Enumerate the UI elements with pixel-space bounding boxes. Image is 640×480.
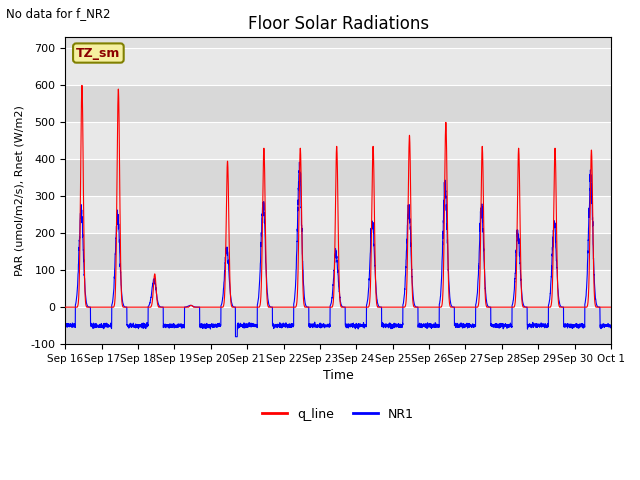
Bar xyxy=(65,307,611,344)
Bar xyxy=(65,196,611,233)
Text: No data for f_NR2: No data for f_NR2 xyxy=(6,7,111,20)
q_line xyxy=(159,304,167,310)
q_line xyxy=(318,304,326,310)
Line: NR1: NR1 xyxy=(65,162,611,337)
Bar xyxy=(65,270,611,307)
NR1 xyxy=(607,322,615,328)
NR1 xyxy=(607,325,614,331)
Bar xyxy=(65,159,611,196)
X-axis label: Time: Time xyxy=(323,370,353,383)
Legend: q_line, NR1: q_line, NR1 xyxy=(257,403,419,426)
Bar xyxy=(65,85,611,122)
Title: Floor Solar Radiations: Floor Solar Radiations xyxy=(248,15,429,33)
q_line xyxy=(607,304,615,310)
NR1 xyxy=(431,322,438,328)
Text: TZ_sm: TZ_sm xyxy=(76,47,120,60)
NR1 xyxy=(492,323,499,328)
q_line xyxy=(607,304,614,310)
NR1 xyxy=(318,322,326,328)
Bar xyxy=(65,233,611,270)
NR1 xyxy=(296,159,303,165)
NR1 xyxy=(61,324,69,330)
Bar xyxy=(65,48,611,85)
q_line xyxy=(78,83,86,88)
NR1 xyxy=(232,334,239,340)
q_line xyxy=(492,304,499,310)
Line: q_line: q_line xyxy=(65,85,611,307)
NR1 xyxy=(461,322,468,328)
q_line xyxy=(430,304,438,310)
q_line xyxy=(461,304,468,310)
Bar xyxy=(65,122,611,159)
Y-axis label: PAR (umol/m2/s), Rnet (W/m2): PAR (umol/m2/s), Rnet (W/m2) xyxy=(15,105,25,276)
q_line xyxy=(61,304,69,310)
NR1 xyxy=(159,324,167,330)
